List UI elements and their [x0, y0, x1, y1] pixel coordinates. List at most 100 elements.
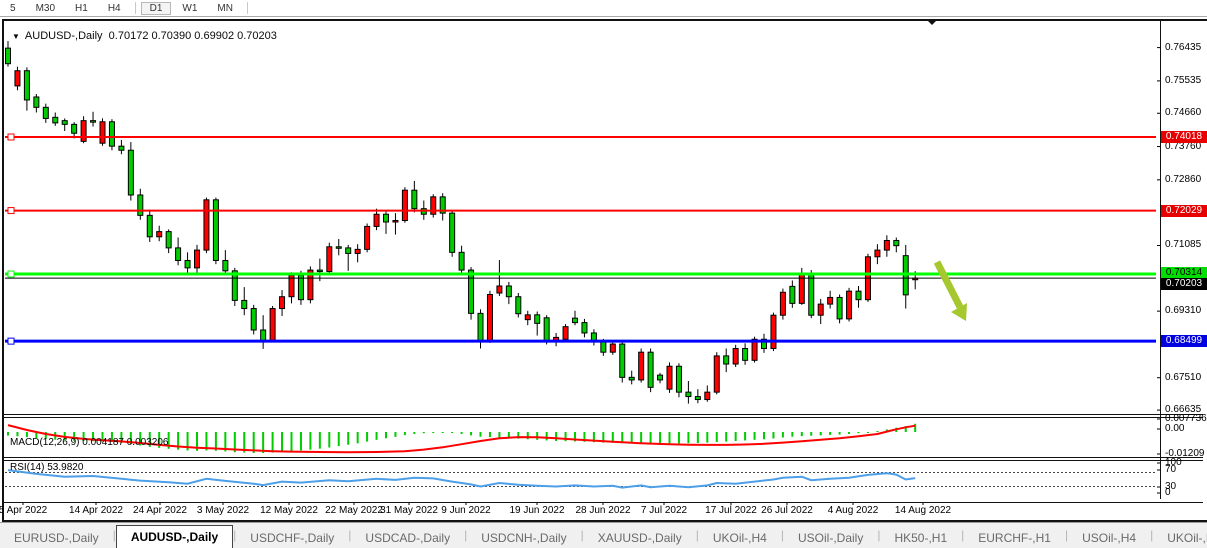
candle-body	[789, 285, 796, 304]
candle-body	[553, 336, 560, 343]
candle-body	[430, 196, 437, 215]
macd-histogram-bar	[7, 432, 9, 436]
rsi-scale-label: 70	[1165, 464, 1177, 475]
period-button-H4[interactable]: H4	[107, 2, 121, 14]
candle-body	[420, 208, 427, 215]
macd-histogram-bar	[763, 432, 765, 440]
candle-body	[71, 123, 78, 134]
macd-histogram-bar	[177, 432, 180, 450]
candle-body	[770, 314, 777, 349]
macd-histogram-bar	[196, 432, 198, 451]
macd-histogram-bar	[290, 432, 293, 452]
line-handle	[7, 133, 15, 141]
candle-body	[99, 121, 106, 144]
macd-histogram-bar	[432, 432, 435, 433]
symbol-tab-usoilh4[interactable]: USOil-,H4	[1082, 531, 1137, 545]
macd-histogram-bar	[592, 432, 595, 443]
tab-separator: |	[961, 528, 965, 542]
macd-scale-label: -0.01209	[1165, 448, 1205, 459]
symbol-dropdown-icon[interactable]: ▼	[12, 32, 20, 41]
candle-body	[912, 277, 919, 281]
symbol-tab-xauusddaily[interactable]: XAUUSD-,Daily	[597, 531, 682, 545]
macd-signal-value: 0.003206	[126, 437, 169, 448]
macd-histogram-bar	[555, 432, 558, 442]
candle-body	[732, 347, 739, 365]
panel-separator[interactable]	[4, 417, 1203, 418]
chart-canvas[interactable]	[4, 21, 1207, 520]
symbol-tab-eurusddaily[interactable]: EURUSD-,Daily	[14, 531, 99, 545]
macd-scale-label: 0.007736	[1165, 413, 1207, 424]
symbol-tab-bar: EURUSD-,Daily | AUDUSD-,Daily | USDCHF-,Dail…	[0, 522, 1207, 548]
symbol-tab-usdcnhdaily[interactable]: USDCNH-,Daily	[481, 531, 567, 545]
symbol-tab-usoildaily[interactable]: USOil-,Daily	[797, 531, 864, 545]
candle-body	[638, 351, 645, 381]
candle-body	[364, 225, 371, 250]
candle-body	[411, 189, 418, 210]
candle-body	[439, 196, 446, 214]
price-tick-label: 0.74660	[1165, 107, 1202, 119]
candle-body	[383, 213, 389, 223]
chart-title: ▼ AUDUSD-,Daily 0.70172 0.70390 0.69902 0…	[12, 30, 277, 42]
candle-body	[893, 239, 900, 247]
candle-body	[335, 246, 342, 249]
symbol-tab-usdcaddaily[interactable]: USDCAD-,Daily	[365, 531, 451, 545]
candle-body	[846, 290, 853, 320]
macd-histogram-bar	[545, 432, 548, 441]
candle-body	[90, 120, 97, 123]
period-button-5[interactable]: 5	[10, 2, 16, 14]
candle-body	[694, 396, 701, 401]
price-tick-label: 0.76435	[1165, 41, 1202, 53]
price-tick-label: 0.75535	[1165, 74, 1202, 86]
candle-body	[864, 256, 871, 301]
candle-body	[354, 248, 361, 254]
macd-histogram-bar	[630, 432, 633, 444]
price-tick-label: 0.69310	[1165, 305, 1202, 317]
time-axis-line	[4, 502, 1203, 503]
chart-symbol: AUDUSD-,Daily	[24, 30, 103, 42]
panel-separator[interactable]	[4, 457, 1203, 458]
symbol-tab-ukoilh4[interactable]: UKOil-,H4	[1167, 531, 1207, 545]
candle-body	[307, 269, 314, 301]
chart-ohlc-values: 0.70172 0.70390 0.69902 0.70203	[108, 30, 277, 42]
date-tick-label: 3 May 2022	[196, 505, 250, 516]
candle-body	[836, 296, 843, 320]
candle-body	[874, 249, 881, 258]
macd-scale-label: 0.00	[1165, 423, 1185, 434]
period-button-W1[interactable]: W1	[182, 2, 198, 14]
date-tick-label: 14 Aug 2022	[894, 505, 952, 516]
symbol-tab-usdchfdaily[interactable]: USDCHF-,Daily	[250, 531, 335, 545]
toolbar-separator	[134, 2, 136, 14]
date-tick-label: 9 Jun 2022	[441, 505, 491, 516]
candle-body	[5, 47, 11, 65]
candle-body	[241, 299, 248, 310]
candle-body	[279, 296, 286, 310]
date-tick-label: 19 Jun 2022	[509, 505, 565, 516]
macd-header: MACD(12,26,9) 0.004187 0.003206	[10, 437, 169, 448]
symbol-tab-ukoilh4[interactable]: UKOil-,H4	[712, 531, 767, 545]
period-button-H1[interactable]: H1	[75, 2, 88, 14]
macd-histogram-bar	[574, 432, 576, 442]
symbol-tab-eurchfh1[interactable]: EURCHF-,H1	[978, 531, 1051, 545]
price-tick-label: 0.72860	[1165, 173, 1202, 185]
symbol-tab-hk50h1[interactable]: HK50-,H1	[894, 531, 948, 545]
macd-histogram-bar	[385, 432, 387, 439]
candle-body	[685, 391, 692, 398]
candle-body	[137, 194, 144, 216]
macd-histogram-bar	[810, 432, 813, 436]
panel-separator[interactable]	[4, 414, 1203, 415]
period-button-MN[interactable]: MN	[217, 2, 233, 14]
macd-histogram-bar	[451, 432, 454, 433]
macd-histogram-bar	[914, 423, 917, 432]
chart-window[interactable]: ▼ AUDUSD-,Daily 0.70172 0.70390 0.69902 0…	[0, 19, 1207, 522]
down-arrow-head	[951, 303, 967, 321]
panel-separator[interactable]	[4, 460, 1203, 461]
period-button-M30[interactable]: M30	[35, 2, 56, 14]
period-button-D1[interactable]: D1	[140, 1, 172, 15]
line-handle	[7, 337, 15, 345]
macd-histogram-bar	[526, 432, 529, 440]
symbol-tab-audusddaily[interactable]: AUDUSD-,Daily	[115, 525, 234, 548]
candle-body	[165, 231, 172, 249]
macd-histogram-bar	[857, 432, 860, 434]
rsi-value: 53.9820	[47, 462, 84, 473]
candle-body	[118, 145, 125, 151]
